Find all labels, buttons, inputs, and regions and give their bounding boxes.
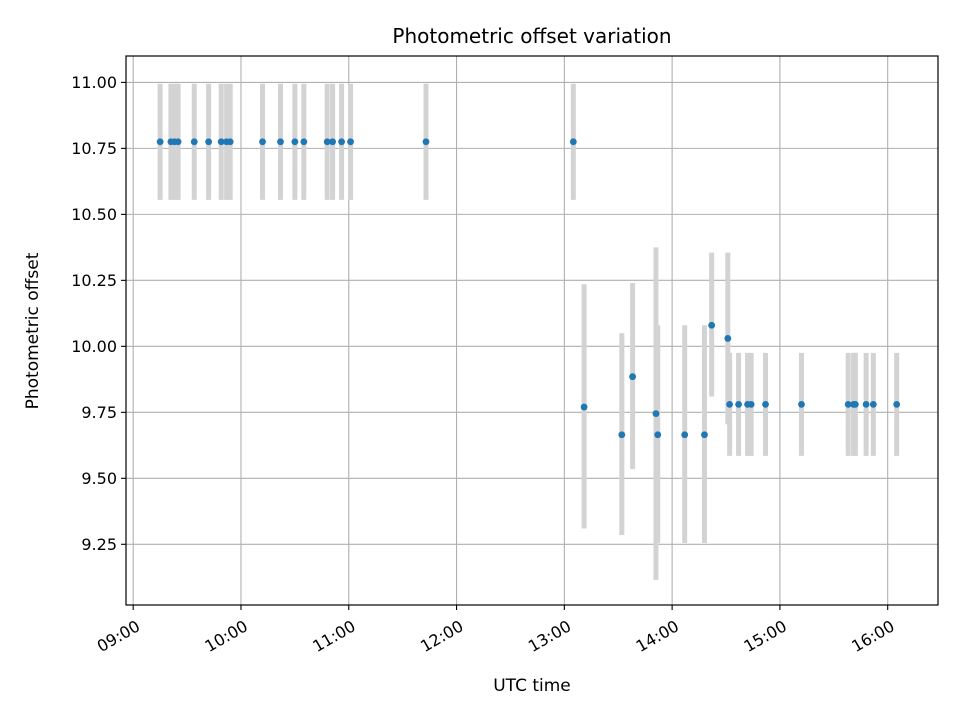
data-point [618, 431, 626, 439]
data-point [869, 401, 877, 408]
data-point [735, 401, 742, 408]
y-tick-label: 9.75 [81, 403, 117, 422]
data-point [422, 138, 430, 146]
data-point [291, 138, 299, 146]
data-point [726, 401, 734, 408]
data-point [652, 410, 660, 418]
data-point [762, 401, 769, 408]
data-point [681, 431, 689, 439]
y-axis-ticks: 9.25 9.50 9.75 10.00 10.25 10.50 10.75 11.00 [71, 73, 126, 554]
y-tick-label: 10.00 [71, 337, 117, 356]
data-point [724, 335, 732, 342]
data-point [300, 138, 308, 146]
grid [126, 56, 938, 605]
data-point [190, 138, 198, 146]
y-tick-label: 9.50 [81, 469, 117, 488]
data-point [329, 138, 336, 146]
data-point [569, 138, 577, 146]
data-point [347, 138, 354, 146]
data-point [174, 138, 182, 146]
data-point [844, 401, 852, 408]
y-tick-label: 10.75 [71, 139, 117, 158]
data-point [654, 431, 662, 439]
y-tick-label: 9.25 [81, 535, 117, 554]
x-axis-label: UTC time [493, 676, 571, 696]
data-point [226, 138, 234, 146]
data-point [893, 401, 901, 408]
data-point [580, 403, 588, 411]
data-point [629, 373, 637, 381]
y-tick-label: 10.50 [71, 205, 117, 224]
data-point [277, 138, 284, 146]
plot-frame [125, 55, 939, 606]
y-tick-label: 10.25 [71, 271, 117, 290]
data-point [862, 401, 870, 408]
data-points [156, 138, 901, 439]
data-point [323, 138, 331, 146]
data-point [259, 138, 266, 146]
data-point [708, 321, 716, 329]
data-point [701, 431, 708, 439]
data-point [205, 138, 213, 146]
data-point [156, 138, 164, 146]
y-axis-label: Photometric offset [23, 252, 43, 409]
data-point [338, 138, 345, 146]
chart-title: Photometric offset variation [392, 24, 671, 48]
data-point [217, 138, 225, 146]
data-point [798, 401, 805, 408]
data-point [851, 401, 859, 408]
y-tick-label: 11.00 [71, 73, 117, 92]
data-point [747, 401, 755, 408]
